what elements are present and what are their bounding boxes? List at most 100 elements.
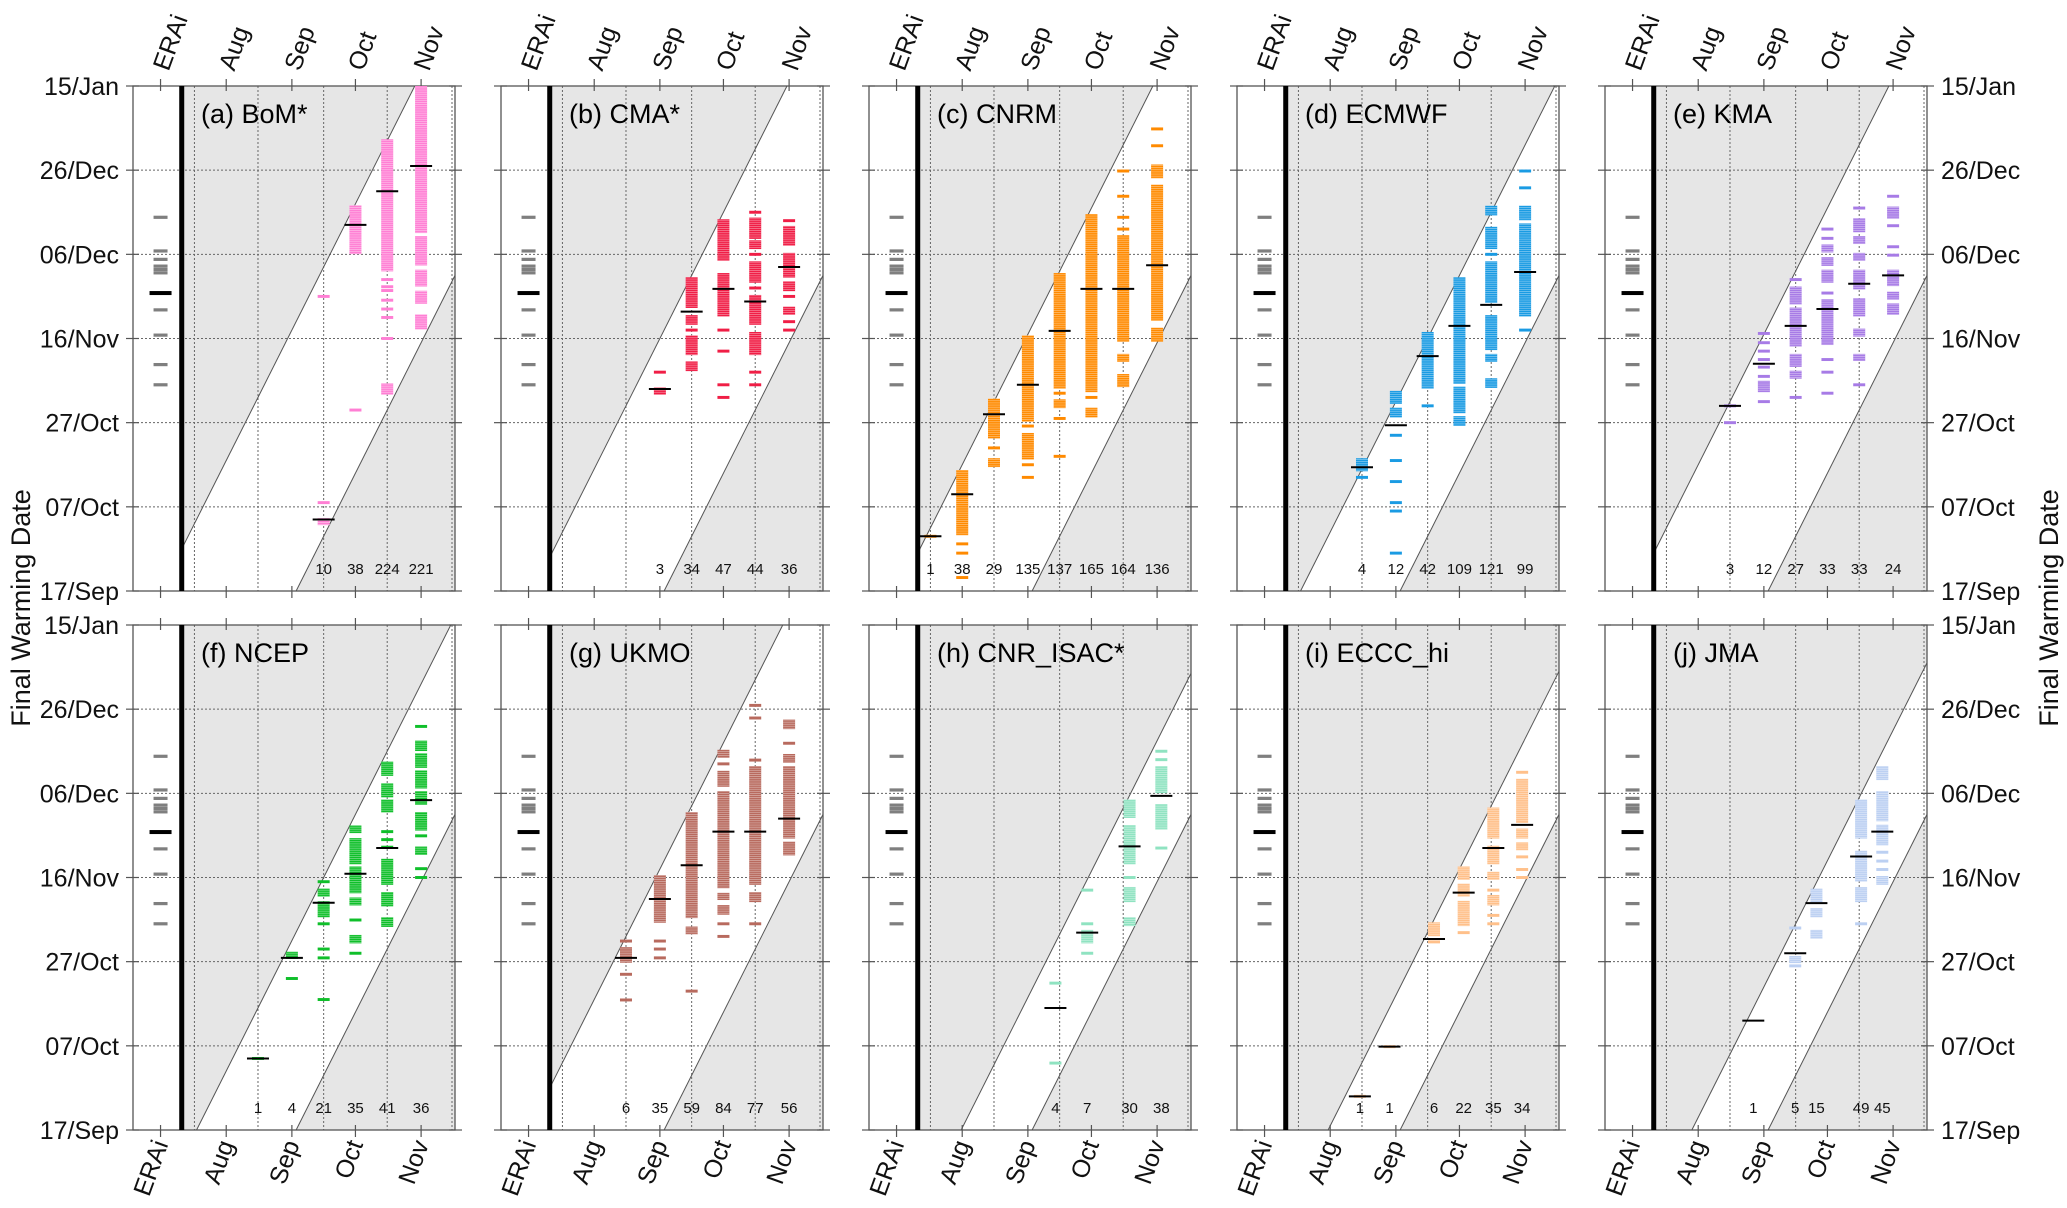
- x-tick-label-bottom: ERAi: [1600, 1136, 1646, 1199]
- member-dash: [1487, 913, 1500, 917]
- erai-dash: [153, 803, 168, 807]
- member-dash-stripes: [349, 838, 362, 865]
- panel-title: (f) NCEP: [201, 638, 309, 668]
- upper-lead-line: [1691, 662, 1928, 1131]
- member-dash: [1389, 501, 1402, 505]
- lower-shaded-region: [1285, 814, 1559, 1130]
- panel-frame: [1236, 624, 1560, 1131]
- member-dash-stripes: [1123, 799, 1136, 818]
- member-count-label: 109: [1447, 561, 1472, 578]
- x-tick-label-bottom: Nov: [393, 1136, 435, 1188]
- erai-dash: [1625, 362, 1640, 367]
- lower-lead-line: [1399, 275, 1560, 592]
- member-count-label: 15: [1808, 1100, 1825, 1117]
- member-dash-stripes: [685, 926, 698, 935]
- ensemble-column: 121: [1479, 205, 1504, 578]
- member-dash-stripes: [1085, 214, 1098, 393]
- lower-shaded-region: [917, 275, 1191, 591]
- erai-dash: [1257, 333, 1272, 337]
- member-dash: [1516, 868, 1529, 871]
- member-dash: [783, 328, 796, 332]
- member-dash: [1876, 850, 1889, 854]
- erai-separator-line: [547, 625, 553, 1130]
- member-dash-stripes: [1853, 353, 1866, 362]
- erai-dash: [521, 847, 536, 851]
- x-tick-label-top: ERAi: [1252, 11, 1298, 74]
- member-dash: [1723, 421, 1736, 425]
- x-tick-label-bottom: Sep: [1000, 1136, 1042, 1187]
- upper-shaded-region: [1653, 86, 1927, 554]
- ensemble-column: 3: [1718, 404, 1741, 578]
- member-dash: [1081, 888, 1094, 892]
- member-count-label: 99: [1517, 561, 1534, 578]
- panel-frame: [500, 85, 824, 592]
- member-count-label: 224: [375, 561, 400, 578]
- y-tick-label-left: 17/Sep: [40, 1117, 119, 1145]
- erai-dash: [153, 901, 168, 906]
- x-tick-label-bottom: Oct: [1801, 1136, 1841, 1182]
- ensemble-column: 35: [1482, 807, 1505, 1117]
- member-dash: [1053, 454, 1066, 458]
- erai-dash: [1625, 271, 1640, 275]
- erai-dash: [1625, 901, 1640, 906]
- erai-dash: [521, 215, 536, 219]
- upper-lead-line: [960, 673, 1192, 1131]
- x-tick-label-top: Sep: [647, 23, 689, 74]
- member-dash: [1021, 475, 1034, 479]
- x-tick-label-bottom: Nov: [761, 1136, 803, 1188]
- x-tick-label-bottom: Oct: [697, 1136, 737, 1182]
- panel-title: (a) BoM*: [201, 99, 308, 129]
- member-dash-stripes: [1485, 315, 1498, 351]
- member-dash-stripes: [1853, 328, 1866, 337]
- member-count-label: 84: [715, 1100, 732, 1117]
- member-dash: [653, 947, 666, 951]
- ensemble-column: 35: [648, 875, 671, 1117]
- panel-frame: [1236, 85, 1560, 592]
- member-dash: [1117, 215, 1130, 219]
- ensemble-column: 136: [1145, 127, 1170, 578]
- member-dash: [749, 758, 762, 762]
- panel-title: (i) ECCC_hi: [1305, 638, 1449, 668]
- ensemble-column: 4: [1350, 458, 1373, 578]
- ensemble-column: 34: [1511, 770, 1534, 1117]
- ensemble-column: 49: [1850, 799, 1873, 1117]
- x-tick-label-top: ERAi: [148, 11, 194, 74]
- member-dash: [749, 210, 762, 214]
- member-count-label: 221: [409, 561, 434, 578]
- member-dash: [415, 834, 428, 838]
- x-tick-label-top: Nov: [1880, 22, 1922, 74]
- y-tick-label-right: 26/Dec: [1941, 157, 2020, 185]
- member-dash: [783, 219, 796, 223]
- erai-dash: [1257, 271, 1272, 275]
- y-tick-label-right: 16/Nov: [1941, 326, 2021, 354]
- ensemble-column: 1: [1348, 1094, 1371, 1117]
- upper-shaded-region: [549, 625, 823, 1088]
- lower-shaded-region: [181, 814, 455, 1130]
- erai-dash: [1625, 922, 1640, 926]
- member-dash: [349, 951, 362, 955]
- erai-dash: [1625, 796, 1640, 800]
- erai-dash: [521, 383, 536, 387]
- x-tick-label-top: Oct: [1447, 28, 1487, 74]
- x-tick-label-top: ERAi: [516, 11, 562, 74]
- member-dash: [1485, 252, 1498, 256]
- member-count-label: 77: [747, 1100, 764, 1117]
- y-tick-label-right: 27/Oct: [1941, 410, 2015, 438]
- member-dash: [1421, 404, 1434, 408]
- member-dash-stripes: [1428, 922, 1441, 937]
- member-count-label: 7: [1083, 1100, 1091, 1117]
- y-tick-label-left: 07/Oct: [45, 1033, 119, 1061]
- member-count-label: 38: [954, 561, 971, 578]
- erai-dash: [153, 271, 168, 275]
- member-dash-stripes: [1519, 223, 1532, 317]
- member-dash-stripes: [1487, 894, 1500, 906]
- member-dash-stripes: [381, 917, 394, 927]
- ensemble-column: 10: [312, 294, 335, 578]
- member-dash-stripes: [685, 361, 698, 372]
- ensemble-column: 35: [344, 825, 367, 1117]
- member-dash: [317, 947, 330, 951]
- erai-dash: [521, 806, 536, 811]
- ensemble-column: 135: [1015, 335, 1040, 578]
- member-dash: [415, 876, 428, 879]
- ensemble-column: 44: [744, 210, 767, 578]
